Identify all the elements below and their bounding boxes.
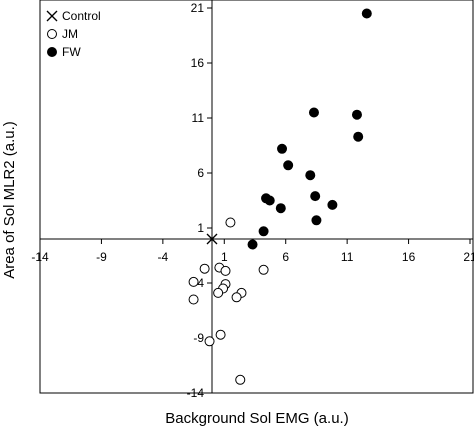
x-tick-label: 11 xyxy=(341,250,354,264)
point xyxy=(199,263,210,274)
x-stroke xyxy=(206,233,218,245)
y-tick-label: -9 xyxy=(193,331,204,345)
point xyxy=(275,203,286,214)
point xyxy=(305,170,316,181)
point xyxy=(264,195,275,206)
point xyxy=(277,143,288,154)
legend-marker xyxy=(47,29,57,39)
point xyxy=(225,217,236,228)
point xyxy=(188,276,199,287)
x-tick-label: 6 xyxy=(282,250,289,264)
x-stroke xyxy=(46,10,58,22)
y-axis-label: Area of Sol MLR2 (a.u.) xyxy=(1,121,18,279)
point xyxy=(310,191,321,202)
legend-label: Control xyxy=(62,9,101,23)
point xyxy=(351,109,362,120)
point xyxy=(258,226,269,237)
point xyxy=(213,287,224,298)
point xyxy=(361,8,372,19)
plot-frame xyxy=(39,0,474,394)
y-tick-label: -14 xyxy=(187,386,205,400)
y-tick-label: 11 xyxy=(192,111,205,125)
point xyxy=(206,233,218,245)
point xyxy=(220,265,231,276)
x-tick-label: 16 xyxy=(402,250,416,264)
legend-marker xyxy=(47,47,57,57)
point xyxy=(353,131,364,142)
x-tick-label: -14 xyxy=(31,250,49,264)
legend-marker xyxy=(46,10,58,22)
x-axis-label: Background Sol EMG (a.u.) xyxy=(165,410,348,427)
point xyxy=(311,215,322,226)
point xyxy=(235,374,246,385)
x-tick-label: -4 xyxy=(158,250,169,264)
x-tick-label: -9 xyxy=(96,250,107,264)
x-tick-label: 1 xyxy=(221,250,228,264)
point xyxy=(188,294,199,305)
y-tick-label: 1 xyxy=(197,221,204,235)
x-tick-label: 21 xyxy=(463,250,474,264)
y-tick-label: 6 xyxy=(197,166,204,180)
point xyxy=(215,329,226,340)
y-tick-label: 21 xyxy=(191,1,205,15)
point xyxy=(231,292,242,303)
point xyxy=(204,336,215,347)
point xyxy=(308,107,319,118)
legend-label: JM xyxy=(62,27,78,41)
point xyxy=(283,160,294,171)
y-tick-label: 16 xyxy=(191,56,205,70)
y-tick-label: -4 xyxy=(193,276,204,290)
point xyxy=(258,264,269,275)
point xyxy=(327,199,338,210)
point xyxy=(247,239,258,250)
legend-label: FW xyxy=(62,45,81,59)
